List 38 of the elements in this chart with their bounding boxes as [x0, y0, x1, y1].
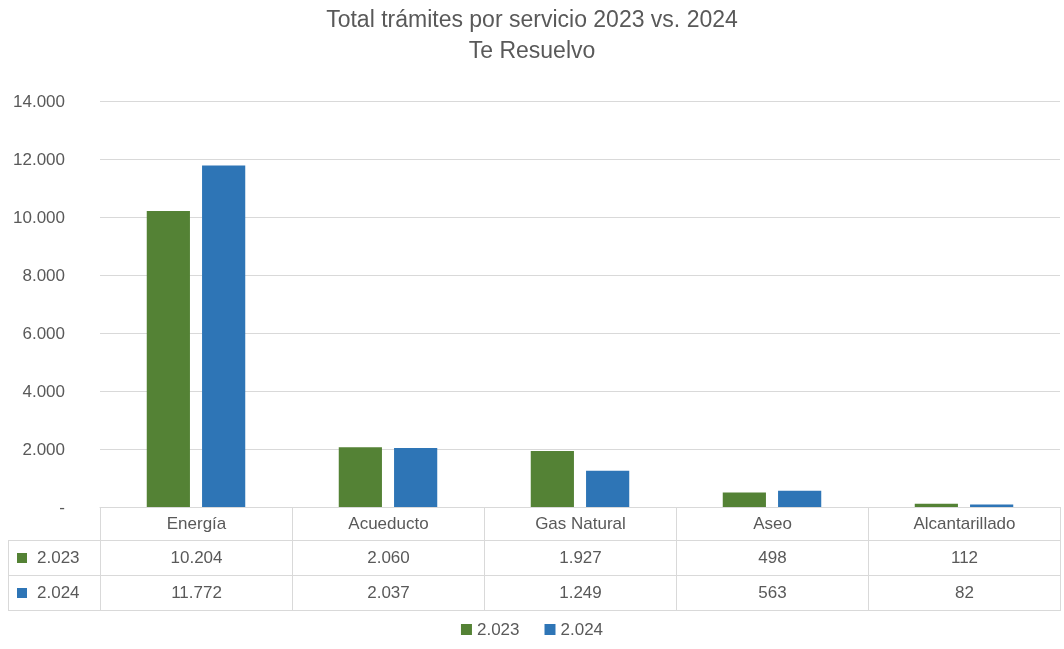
data-label: 498 [676, 540, 869, 576]
bar [586, 470, 630, 507]
text: 2.023 [476, 620, 520, 639]
data-label: 2.037 [292, 575, 485, 611]
data-label: 563 [676, 575, 869, 611]
x-tick-label: Alcantarillado [868, 507, 1061, 541]
bar [914, 503, 958, 507]
data-label: 1.249 [484, 575, 677, 611]
chart-title: Total trámites por servicio 2023 vs. 2024 [326, 5, 739, 32]
y-tick-label: 10.000 [13, 207, 65, 227]
bar [530, 451, 574, 507]
text: 2.024 [37, 583, 80, 602]
bar [778, 490, 822, 507]
legend-label: 2.024 [560, 620, 604, 639]
x-tick-label: Aseo [676, 507, 869, 541]
x-tick-label: Energía [100, 507, 293, 541]
data-label: 11.772 [100, 575, 293, 611]
y-tick-label: 2.000 [22, 439, 65, 459]
x-tick-label: Gas Natural [484, 507, 677, 541]
bar [146, 211, 190, 507]
x-tick-label: Acueducto [292, 507, 485, 541]
legend-label: 2.023 [8, 540, 101, 576]
data-label: 2.060 [292, 540, 485, 576]
y-tick-label: 8.000 [22, 265, 65, 285]
data-label: 112 [868, 540, 1061, 576]
data-label: 1.927 [484, 540, 677, 576]
y-tick-label: 12.000 [13, 149, 65, 169]
bar [394, 447, 438, 507]
chart-subtitle: Te Resuelvo [468, 36, 596, 63]
data-label: 10.204 [100, 540, 293, 576]
bar [338, 447, 382, 507]
y-tick-label: 4.000 [22, 381, 65, 401]
bar [202, 165, 246, 507]
y-tick-label: 14.000 [13, 91, 65, 111]
bar [722, 492, 766, 507]
data-label: 82 [868, 575, 1061, 611]
y-tick-label: 6.000 [22, 323, 65, 343]
y-tick-label: - [59, 497, 65, 517]
